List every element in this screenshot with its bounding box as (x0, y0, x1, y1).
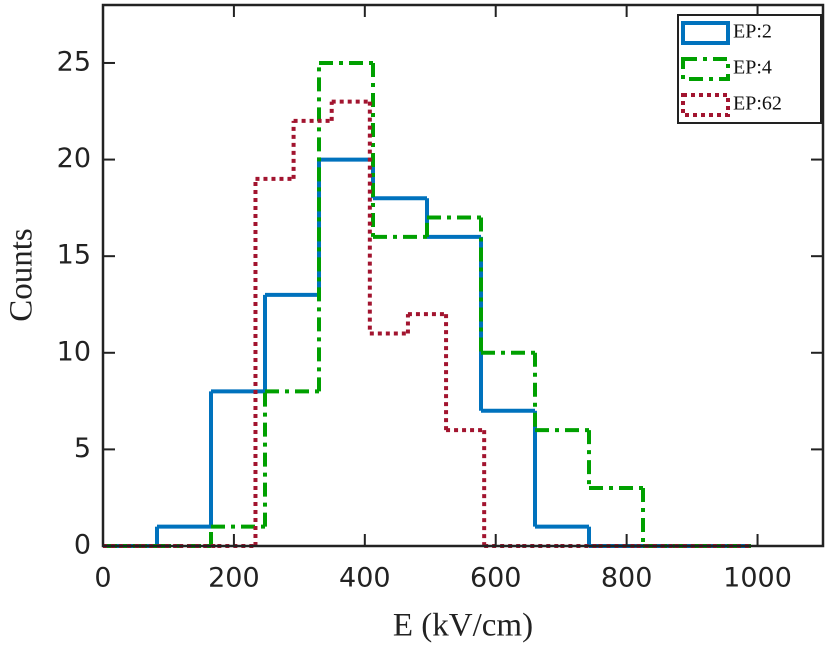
legend-label: EP:62 (733, 93, 782, 115)
legend-swatch (681, 57, 730, 81)
legend-swatch (681, 93, 730, 117)
plot-frame (101, 3, 825, 548)
x-tick-label: 1000 (723, 563, 792, 594)
x-tick-label: 600 (470, 563, 522, 594)
y-tick-label: 15 (57, 240, 91, 271)
legend-label: EP:2 (733, 21, 772, 43)
y-tick-label: 5 (74, 433, 91, 464)
legend-swatch (681, 21, 730, 45)
legend-box (677, 14, 822, 124)
x-tick-label: 800 (601, 563, 653, 594)
y-tick-label: 25 (57, 46, 91, 77)
legend-label: EP:4 (733, 57, 772, 79)
x-axis-label: E (kV/cm) (393, 608, 533, 644)
y-tick-label: 10 (57, 336, 91, 367)
x-tick-label: 400 (339, 563, 391, 594)
y-tick-label: 0 (74, 530, 91, 561)
y-axis-label: Counts (4, 228, 40, 322)
x-tick-label: 0 (94, 563, 111, 594)
x-tick-label: 200 (208, 563, 260, 594)
y-tick-label: 20 (57, 143, 91, 174)
